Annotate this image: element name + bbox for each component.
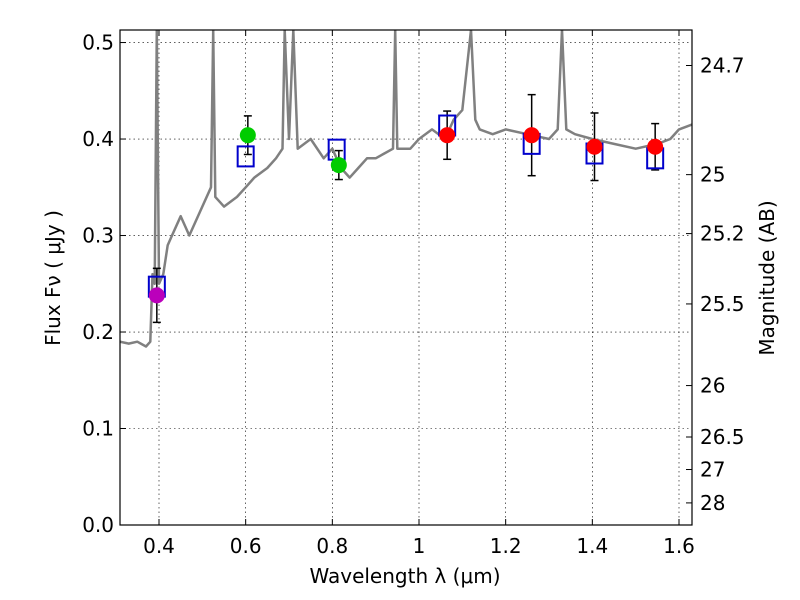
x-tick-label: 0.4 [143, 534, 175, 558]
y-axis-ticks: 0.0 0.1 0.2 0.3 0.4 0.5 [82, 31, 126, 537]
right-tick-label: 25.5 [700, 292, 745, 316]
x-tick-label: 0.6 [230, 534, 262, 558]
observed-photometry-markers [148, 127, 664, 304]
right-tick-label: 27 [700, 458, 725, 482]
right-tick-label: 28 [700, 491, 725, 515]
right-tick-label: 25.2 [700, 222, 745, 246]
observed-photometry-point [647, 138, 664, 155]
x-tick-label: 0.8 [316, 534, 348, 558]
observed-photometry-point [586, 138, 603, 155]
y-tick-label: 0.5 [82, 31, 114, 55]
observed-photometry-point [523, 127, 540, 144]
plot-frame [119, 29, 693, 526]
x-axis-ticks: 0.4 0.6 0.8 1 1.2 1.4 1.6 [143, 30, 695, 558]
x-axis-title: Wavelength λ (μm) [309, 564, 500, 588]
right-tick-label: 26 [700, 374, 725, 398]
y-tick-label: 0.2 [82, 320, 114, 344]
right-tick-label: 24.7 [700, 54, 745, 78]
right-axis-title: Magnitude (AB) [755, 200, 779, 355]
y-axis-title: Flux Fν ( μJy ) [41, 210, 65, 346]
right-tick-label: 26.5 [700, 425, 745, 449]
y-tick-label: 0.1 [82, 417, 114, 441]
x-tick-label: 1 [413, 534, 426, 558]
y-tick-label: 0.3 [82, 224, 114, 248]
observed-photometry-point [439, 127, 456, 144]
x-tick-label: 1.4 [576, 534, 608, 558]
observed-photometry-point [239, 127, 256, 144]
x-tick-label: 1.2 [490, 534, 522, 558]
y-tick-label: 0.0 [82, 513, 114, 537]
x-tick-label: 1.6 [663, 534, 695, 558]
right-axis-ticks: 24.7 25 25.2 25.5 26 26.5 27 28 [686, 54, 745, 515]
observed-photometry-point [330, 157, 347, 174]
model-photometry-square [236, 145, 255, 168]
observed-photometry-point [148, 287, 165, 304]
right-tick-label: 25 [700, 163, 725, 187]
y-tick-label: 0.4 [82, 127, 114, 151]
